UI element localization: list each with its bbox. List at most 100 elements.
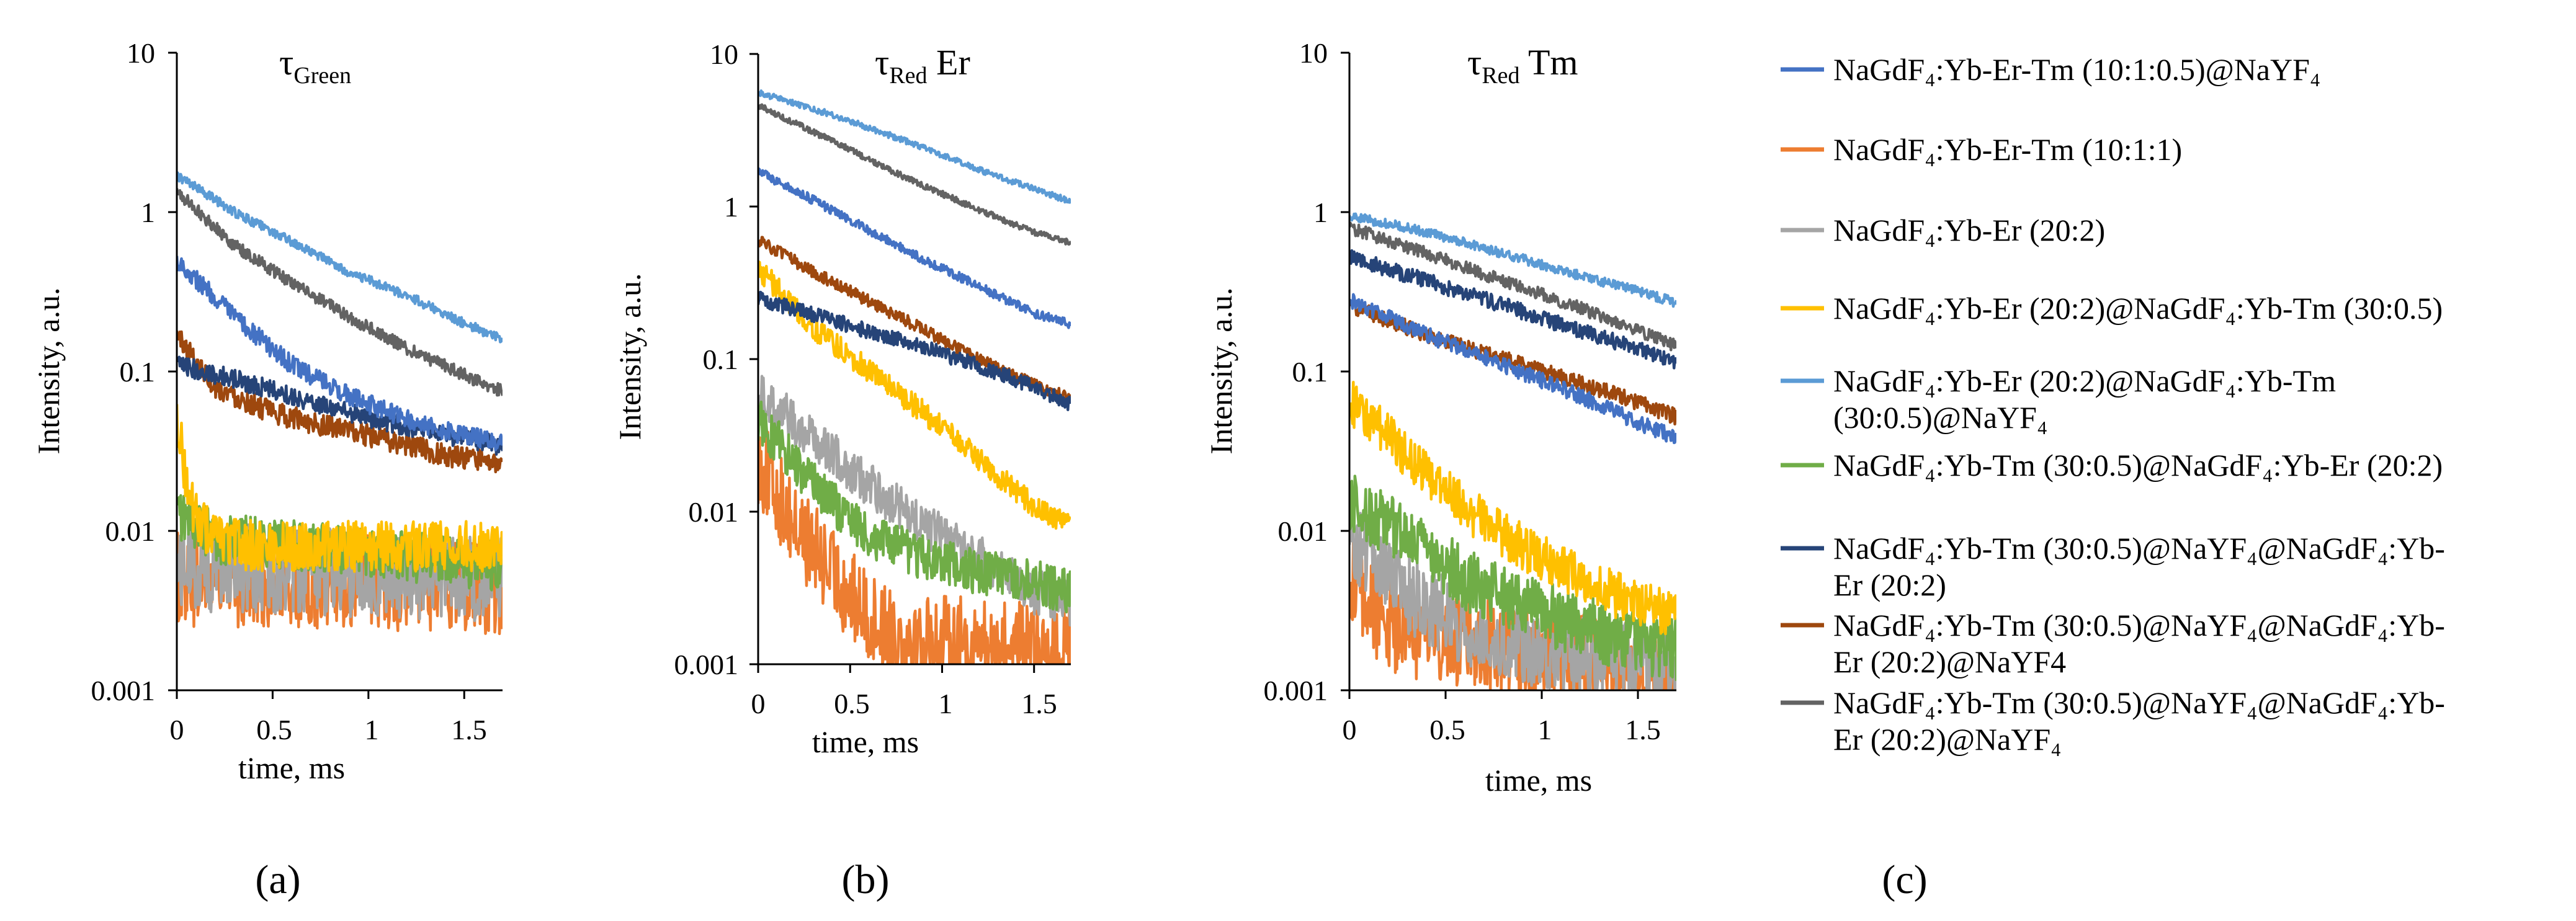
legend-entry-5: NaGdF₄:Yb-Er (20:2)@NaGdF₄:Yb-Tm (30:0.5… bbox=[1781, 363, 2336, 435]
series-line-s6 bbox=[758, 400, 1071, 614]
panel-a-xlabel: time, ms bbox=[238, 750, 345, 785]
panel-a-ytick: 0.01 bbox=[105, 515, 156, 547]
legend-entry-4: NaGdF₄:Yb-Er (20:2)@NaGdF₄:Yb-Tm (30:0.5… bbox=[1781, 291, 2443, 326]
series-line-s7 bbox=[1349, 249, 1676, 370]
series-line-s4 bbox=[758, 260, 1071, 530]
series-line-s1 bbox=[1349, 293, 1676, 445]
panel-a-title-main: τ bbox=[279, 42, 293, 82]
series-line-s1 bbox=[177, 256, 503, 452]
panel-c-ylabel: Intensity, a.u. bbox=[1204, 288, 1238, 455]
legend-label-2: NaGdF₄:Yb-Er-Tm (10:1:1) bbox=[1833, 132, 2182, 167]
panel-b-y-ticks: 0.001 0.01 0.1 1 10 bbox=[674, 38, 739, 680]
legend-entry-1: NaGdF₄:Yb-Er-Tm (10:1:0.5)@NaYF₄ bbox=[1781, 52, 2320, 87]
panel-a-label: (a) bbox=[255, 857, 300, 902]
panel-c-ytick: 0.1 bbox=[1292, 356, 1328, 388]
panel-c-label: (c) bbox=[1882, 857, 1927, 902]
panel-c: τRed Tm 0.001 0.01 0.1 1 10 0 0.5 1 1.5 … bbox=[1204, 37, 1676, 798]
series-line-s2 bbox=[758, 430, 1071, 664]
panel-c-xtick: 1 bbox=[1538, 714, 1552, 745]
panel-b-xtick: 0 bbox=[751, 688, 766, 719]
legend-label-7a: NaGdF₄:Yb-Tm (30:0.5)@NaYF₄@NaGdF₄:Yb- bbox=[1833, 531, 2445, 566]
panel-b-xlabel: time, ms bbox=[812, 724, 919, 759]
panel-b-xtick: 0.5 bbox=[834, 688, 870, 719]
legend-entry-9: NaGdF₄:Yb-Tm (30:0.5)@NaYF₄@NaGdF₄:Yb- E… bbox=[1781, 685, 2445, 757]
series-line-s9 bbox=[177, 188, 503, 397]
panel-a-plot-area bbox=[168, 51, 503, 699]
legend-label-6: NaGdF₄:Yb-Tm (30:0.5)@NaGdF₄:Yb-Er (20:2… bbox=[1833, 448, 2443, 483]
panel-b-title-sub: Red bbox=[889, 63, 927, 89]
series-line-s4 bbox=[177, 404, 503, 574]
panel-b-label: (b) bbox=[842, 857, 890, 902]
panel-c-title: τRed Tm bbox=[1467, 42, 1578, 89]
panel-c-xtick: 0.5 bbox=[1429, 714, 1465, 745]
panel-b-xtick: 1.5 bbox=[1021, 688, 1057, 719]
panel-b-ytick: 10 bbox=[710, 38, 738, 70]
panel-b-ylabel: Intensity, a.u. bbox=[612, 274, 647, 440]
panel-c-plot-area bbox=[1341, 51, 1676, 699]
series-line-s5 bbox=[758, 89, 1071, 205]
panel-c-title-main: τ bbox=[1467, 42, 1482, 82]
legend-entry-6: NaGdF₄:Yb-Tm (30:0.5)@NaGdF₄:Yb-Er (20:2… bbox=[1781, 448, 2443, 483]
series-line-s8 bbox=[177, 330, 503, 474]
panel-c-x-ticks: 0 0.5 1 1.5 bbox=[1343, 714, 1661, 745]
panel-a-title-sub: Green bbox=[293, 63, 351, 89]
panel-c-title-suffix: Tm bbox=[1520, 42, 1578, 82]
panel-a-title: τGreen bbox=[279, 42, 351, 89]
panel-b-plot-area bbox=[749, 53, 1071, 673]
series-line-s9 bbox=[758, 103, 1071, 246]
panel-c-xtick: 0 bbox=[1343, 714, 1357, 745]
panel-a-xtick: 1.5 bbox=[451, 714, 487, 745]
legend-label-7b: Er (20:2) bbox=[1833, 567, 1946, 602]
legend-label-4: NaGdF₄:Yb-Er (20:2)@NaGdF₄:Yb-Tm (30:0.5… bbox=[1833, 291, 2443, 326]
legend-entry-8: NaGdF₄:Yb-Tm (30:0.5)@NaYF₄@NaGdF₄:Yb- E… bbox=[1781, 608, 2445, 679]
panel-c-ytick: 10 bbox=[1299, 37, 1328, 69]
panel-c-xlabel: time, ms bbox=[1485, 763, 1592, 798]
series-line-s6 bbox=[1349, 474, 1676, 681]
panel-b-ytick: 1 bbox=[724, 191, 738, 223]
legend-label-1: NaGdF₄:Yb-Er-Tm (10:1:0.5)@NaYF₄ bbox=[1833, 52, 2320, 87]
panel-c-y-ticks: 0.001 0.01 0.1 1 10 bbox=[1264, 37, 1328, 706]
panel-a-y-ticks: 0.001 0.01 0.1 1 10 bbox=[91, 37, 156, 706]
panel-a-xtick: 0 bbox=[170, 714, 184, 745]
panel-a-ytick: 10 bbox=[127, 37, 155, 69]
panel-a-series bbox=[177, 171, 503, 636]
legend-label-9b: Er (20:2)@NaYF₄ bbox=[1833, 722, 2062, 757]
panel-a: τGreen 0.001 0.01 0.1 1 10 0 0.5 1 1.5 t… bbox=[31, 37, 503, 902]
series-line-s4 bbox=[1349, 381, 1676, 636]
legend-entry-7: NaGdF₄:Yb-Tm (30:0.5)@NaYF₄@NaGdF₄:Yb- E… bbox=[1781, 531, 2445, 602]
panel-c-title-sub: Red bbox=[1482, 63, 1519, 89]
legend-label-5b: (30:0.5)@NaYF₄ bbox=[1833, 400, 2047, 435]
legend-label-3: NaGdF₄:Yb-Er (20:2) bbox=[1833, 213, 2105, 247]
panel-b-ytick: 0.001 bbox=[674, 649, 739, 680]
panel-a-xtick: 1 bbox=[365, 714, 379, 745]
panel-c-ytick: 0.001 bbox=[1264, 675, 1328, 706]
panel-a-ytick: 0.1 bbox=[120, 356, 156, 388]
panel-b-title: τRed Er bbox=[875, 42, 970, 89]
legend-entry-3: NaGdF₄:Yb-Er (20:2) bbox=[1781, 213, 2105, 247]
panel-a-ytick: 0.001 bbox=[91, 675, 156, 706]
panel-b-ytick: 0.1 bbox=[703, 344, 739, 375]
legend-label-8b: Er (20:2)@NaYF4 bbox=[1833, 644, 2066, 679]
legend-entry-2: NaGdF₄:Yb-Er-Tm (10:1:1) bbox=[1781, 132, 2182, 167]
panel-a-x-ticks: 0 0.5 1 1.5 bbox=[170, 714, 487, 745]
series-line-s5 bbox=[177, 171, 503, 344]
panel-c-series bbox=[1349, 212, 1676, 690]
legend-label-5a: NaGdF₄:Yb-Er (20:2)@NaGdF₄:Yb-Tm bbox=[1833, 363, 2336, 398]
panel-c-ytick: 0.01 bbox=[1278, 515, 1328, 547]
legend-label-8a: NaGdF₄:Yb-Tm (30:0.5)@NaYF₄@NaGdF₄:Yb- bbox=[1833, 608, 2445, 643]
panel-b: τRed Er 0.001 0.01 0.1 1 10 0 0.5 1 1.5 … bbox=[612, 38, 1071, 902]
panel-b-ytick: 0.01 bbox=[689, 496, 739, 528]
panel-b-title-suffix: Er bbox=[928, 42, 970, 82]
panel-b-series bbox=[758, 89, 1071, 664]
series-line-s9 bbox=[1349, 221, 1676, 352]
panel-b-title-main: τ bbox=[875, 42, 889, 82]
panel-a-ytick: 1 bbox=[141, 197, 155, 228]
series-line-s7 bbox=[758, 290, 1071, 411]
panel-c-ytick: 1 bbox=[1313, 197, 1328, 228]
legend-label-9a: NaGdF₄:Yb-Tm (30:0.5)@NaYF₄@NaGdF₄:Yb- bbox=[1833, 685, 2445, 720]
panel-c-xtick: 1.5 bbox=[1625, 714, 1661, 745]
panel-a-xtick: 0.5 bbox=[256, 714, 292, 745]
legend: NaGdF₄:Yb-Er-Tm (10:1:0.5)@NaYF₄ NaGdF₄:… bbox=[1781, 52, 2445, 757]
series-line-s5 bbox=[1349, 212, 1676, 308]
